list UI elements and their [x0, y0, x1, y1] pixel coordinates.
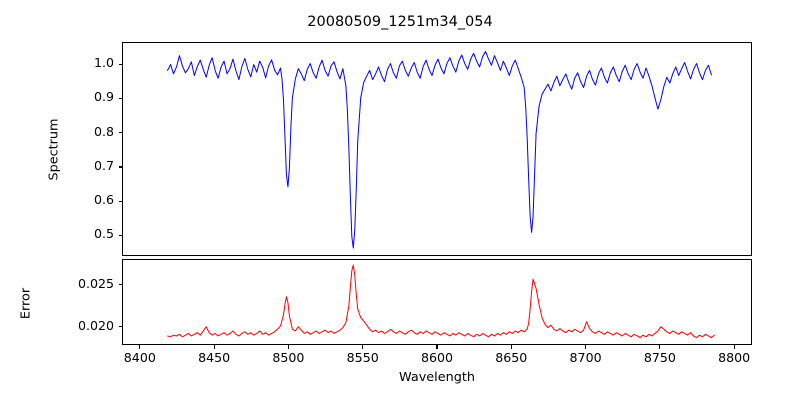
x-tick-mark: [659, 345, 661, 349]
page-title: 20080509_1251m34_054: [307, 14, 493, 30]
x-tick-label: 8400: [123, 350, 156, 365]
x-tick-label: 8600: [420, 350, 454, 365]
spectrum-y-tick-label: 0.9: [93, 89, 114, 105]
x-tick-label: 8500: [272, 350, 305, 365]
spectrum-y-tick-label: 0.8: [93, 123, 114, 139]
x-tick-mark: [510, 345, 512, 349]
error-y-axis-label: Error: [18, 287, 34, 320]
x-tick-label: 8700: [569, 350, 602, 365]
error-y-tick-mark: [118, 326, 122, 328]
x-tick-label: 8450: [198, 350, 231, 365]
x-tick-label: 8550: [346, 350, 379, 365]
error-y-tick-label: 0.025: [77, 275, 114, 291]
x-tick-mark: [287, 345, 289, 349]
x-axis-label: Wavelength: [399, 370, 475, 385]
x-tick-mark: [139, 345, 141, 349]
spectrum-y-tick-mark: [118, 97, 122, 100]
x-tick-mark: [213, 345, 215, 349]
spectrum-y-tick-mark: [118, 200, 122, 202]
x-tick-label: 8750: [643, 350, 676, 365]
spectrum-y-tick-mark: [118, 63, 122, 65]
spectrum-plot-area: [122, 42, 752, 256]
spectrum-y-tick-label: 0.6: [93, 192, 114, 208]
spectrum-y-tick-label: 0.5: [93, 226, 114, 242]
error-line-series: [167, 264, 715, 339]
x-tick-label: 8650: [495, 350, 528, 365]
x-tick-mark: [585, 345, 587, 349]
spectrum-y-tick-label: 1.0: [93, 55, 114, 71]
spectrum-y-axis-label: Spectrum: [46, 118, 62, 181]
x-tick-mark: [436, 345, 438, 349]
error-y-tick-mark: [118, 284, 122, 286]
x-tick-mark: [362, 345, 364, 349]
error-y-tick-label: 0.020: [77, 317, 114, 333]
spectrum-y-tick-mark: [118, 234, 122, 236]
spectrum-y-tick-mark: [118, 132, 122, 134]
x-tick-label: 8800: [718, 350, 751, 365]
spectrum-line-series: [167, 51, 712, 249]
x-tick-mark: [733, 345, 735, 349]
spectrum-y-tick-mark: [118, 166, 122, 168]
spectrum-y-tick-label: 0.7: [93, 157, 114, 173]
error-plot-area: [122, 259, 752, 345]
